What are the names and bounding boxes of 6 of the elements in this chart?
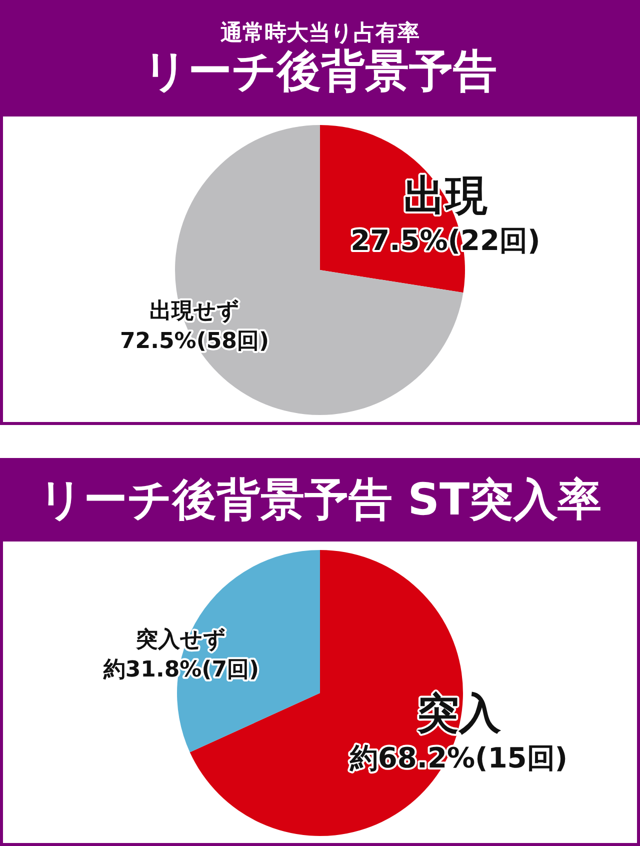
- chart-title: リーチ後背景予告: [143, 46, 497, 97]
- slice-label: 出現: [403, 171, 488, 220]
- data-label: 72.5%(58回): [120, 328, 270, 354]
- slice-label: 出現せず: [150, 298, 240, 324]
- chart-title: リーチ後背景予告 ST突入率: [38, 474, 602, 526]
- chart-subtitle: 通常時大当り占有率: [220, 20, 420, 46]
